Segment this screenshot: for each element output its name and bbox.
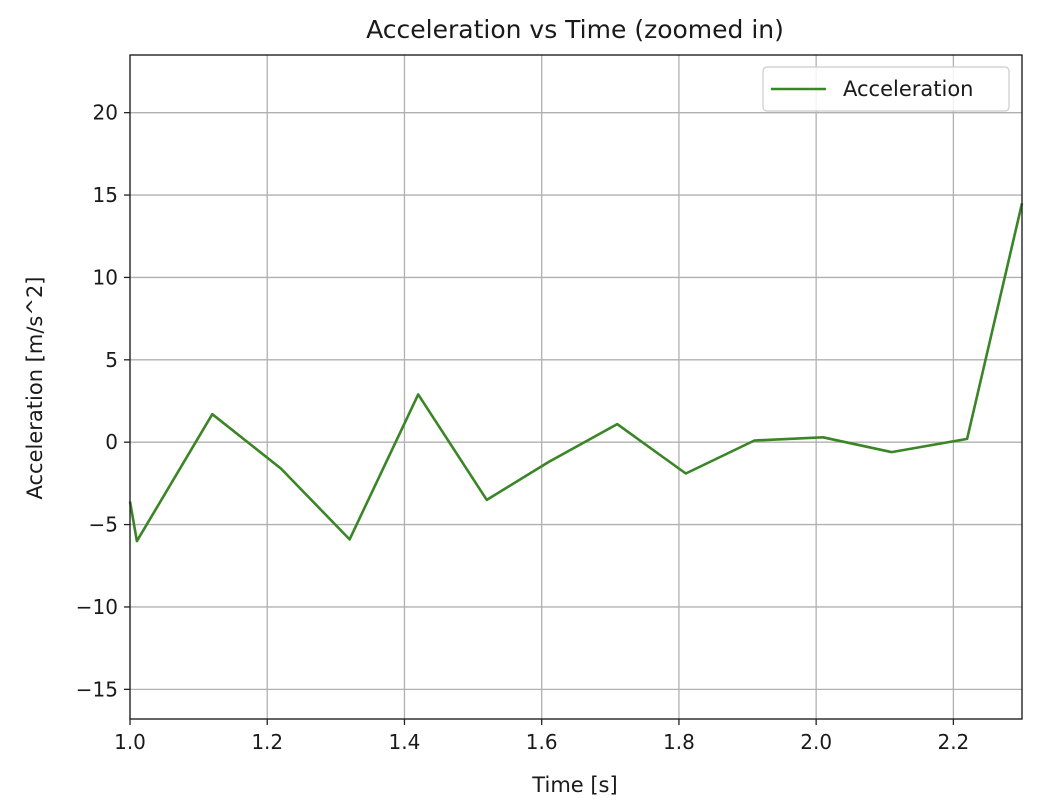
x-tick-label: 2.2 <box>937 730 969 754</box>
legend-box <box>762 66 1010 112</box>
legend: Acceleration <box>762 66 1010 112</box>
x-tick-label: 1.4 <box>389 730 421 754</box>
series-layer <box>128 203 1024 543</box>
y-tick-label: −5 <box>89 513 118 537</box>
y-tick-label: 5 <box>105 348 118 372</box>
chart-title: Acceleration vs Time (zoomed in) <box>366 15 784 44</box>
y-tick-label: −15 <box>76 677 118 701</box>
y-tick-label: 10 <box>93 265 118 289</box>
x-tick-label: 1.8 <box>663 730 695 754</box>
grid <box>130 55 1022 719</box>
legend-label-acceleration: Acceleration <box>843 77 974 101</box>
acceleration-series-line <box>128 203 1024 543</box>
y-tick-label: 20 <box>93 101 118 125</box>
plot-area-frame <box>129 54 1023 720</box>
x-axis-label: Time [s] <box>531 773 617 797</box>
x-tick-label: 1.2 <box>251 730 283 754</box>
y-axis-label: Acceleration [m/s^2] <box>23 277 47 500</box>
y-tick-label: 0 <box>105 430 118 454</box>
x-tick-label: 1.0 <box>114 730 146 754</box>
y-tick-label: 15 <box>93 183 118 207</box>
x-tick-label: 2.0 <box>800 730 832 754</box>
x-tick-label: 1.6 <box>526 730 558 754</box>
axis-ticks: 1.0 1.2 1.4 1.6 1.8 2.0 2.2 −15 −10 −5 0 5 10 15 20 <box>76 101 970 754</box>
y-tick-label: −10 <box>76 595 118 619</box>
